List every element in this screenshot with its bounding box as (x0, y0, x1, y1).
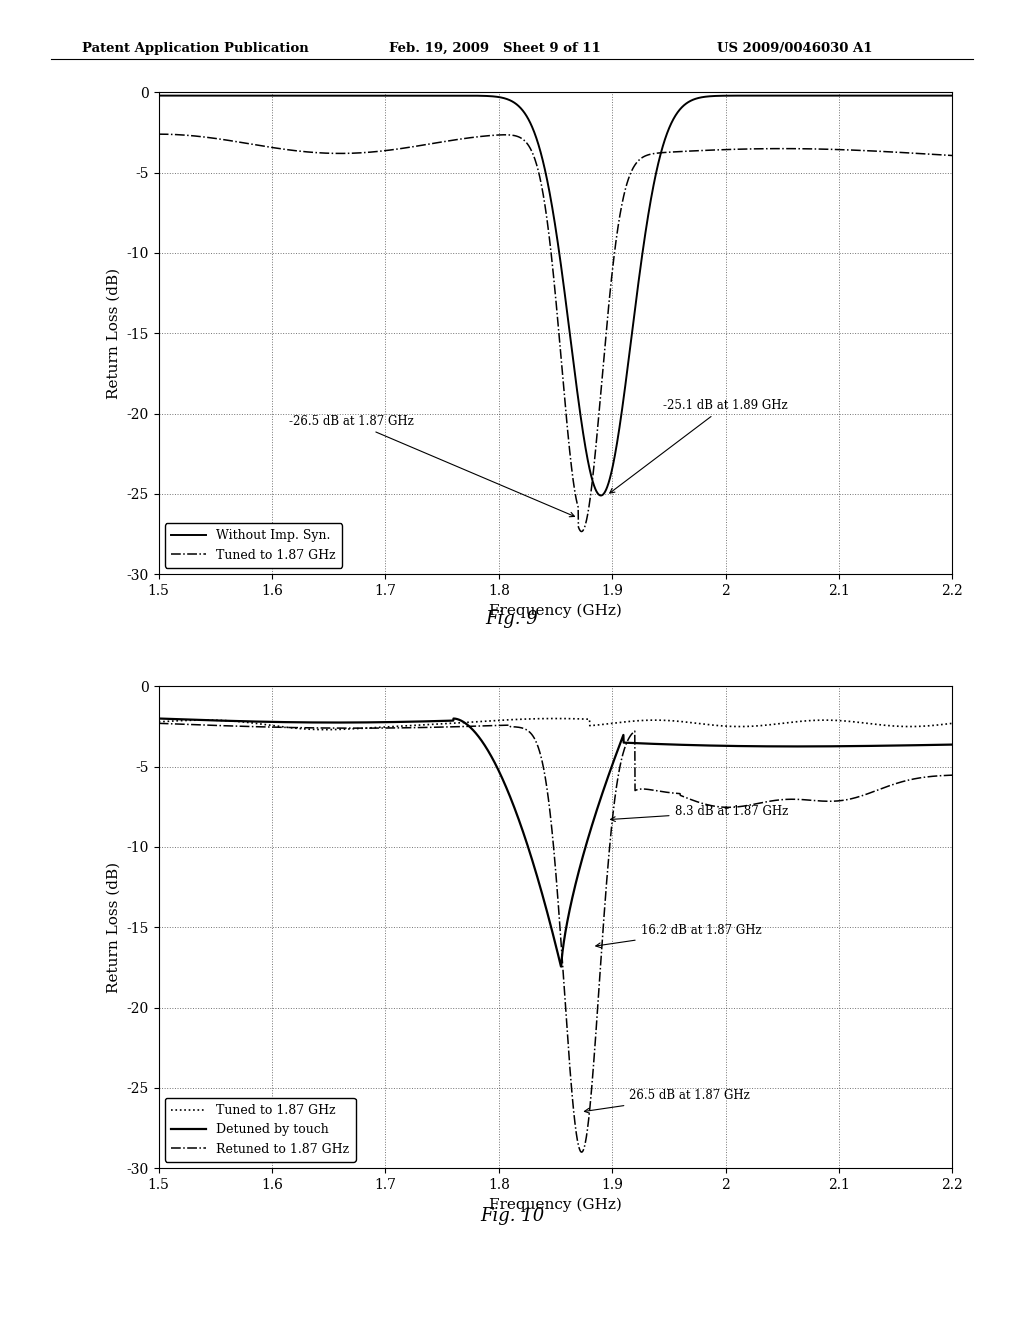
Without Imp. Syn. (290, 87, 302, 103)
Tuned to 1.87 GHz (243, 136, 255, 152)
Without Imp. Syn. (846, 87, 858, 103)
Text: Feb. 19, 2009   Sheet 9 of 11: Feb. 19, 2009 Sheet 9 of 11 (389, 42, 601, 55)
Tuned to 1.87 GHz (492, 713, 504, 729)
Detuned by touch (946, 737, 958, 752)
Tuned to 1.87 GHz (846, 143, 858, 158)
X-axis label: Frequency (GHz): Frequency (GHz) (489, 603, 622, 618)
Without Imp. Syn. (595, 487, 607, 503)
Detuned by touch (457, 714, 469, 730)
Tuned to 1.87 GHz (492, 127, 504, 143)
Detuned by touch (846, 738, 858, 754)
Tuned to 1.87 GHz (575, 524, 588, 540)
Text: Patent Application Publication: Patent Application Publication (82, 42, 308, 55)
Text: Fig. 9: Fig. 9 (485, 610, 539, 628)
Tuned to 1.87 GHz (243, 714, 255, 730)
Tuned to 1.87 GHz (550, 710, 562, 726)
Tuned to 1.87 GHz (153, 127, 165, 143)
Without Imp. Syn. (243, 87, 255, 103)
Detuned by touch (555, 958, 567, 974)
Tuned to 1.87 GHz (931, 147, 943, 162)
Line: Detuned by touch: Detuned by touch (159, 718, 952, 966)
Text: US 2009/0046030 A1: US 2009/0046030 A1 (717, 42, 872, 55)
Tuned to 1.87 GHz (931, 717, 943, 733)
Detuned by touch (153, 710, 165, 726)
Legend: Tuned to 1.87 GHz, Detuned by touch, Retuned to 1.87 GHz: Tuned to 1.87 GHz, Detuned by touch, Ret… (165, 1098, 355, 1162)
Line: Tuned to 1.87 GHz: Tuned to 1.87 GHz (159, 718, 952, 730)
Text: -25.1 dB at 1.89 GHz: -25.1 dB at 1.89 GHz (609, 399, 787, 494)
Text: Fig. 10: Fig. 10 (480, 1206, 544, 1225)
Line: Retuned to 1.87 GHz: Retuned to 1.87 GHz (159, 723, 952, 1152)
Tuned to 1.87 GHz (946, 148, 958, 164)
Y-axis label: Return Loss (dB): Return Loss (dB) (108, 268, 121, 399)
Retuned to 1.87 GHz (946, 767, 958, 783)
Retuned to 1.87 GHz (931, 768, 943, 784)
Retuned to 1.87 GHz (457, 718, 469, 734)
Tuned to 1.87 GHz (290, 143, 302, 158)
Tuned to 1.87 GHz (946, 715, 958, 731)
Text: 26.5 dB at 1.87 GHz: 26.5 dB at 1.87 GHz (585, 1089, 750, 1113)
Line: Tuned to 1.87 GHz: Tuned to 1.87 GHz (159, 135, 952, 532)
Retuned to 1.87 GHz (153, 715, 165, 731)
Legend: Without Imp. Syn., Tuned to 1.87 GHz: Without Imp. Syn., Tuned to 1.87 GHz (165, 523, 342, 568)
Text: 8.3 dB at 1.87 GHz: 8.3 dB at 1.87 GHz (610, 805, 787, 821)
Retuned to 1.87 GHz (846, 791, 858, 807)
Tuned to 1.87 GHz (457, 714, 469, 730)
Text: -26.5 dB at 1.87 GHz: -26.5 dB at 1.87 GHz (289, 414, 574, 516)
Tuned to 1.87 GHz (319, 722, 332, 738)
Without Imp. Syn. (153, 87, 165, 103)
Detuned by touch (492, 760, 504, 776)
Retuned to 1.87 GHz (575, 1144, 588, 1160)
Tuned to 1.87 GHz (153, 714, 165, 730)
Without Imp. Syn. (931, 87, 943, 103)
Without Imp. Syn. (492, 88, 504, 104)
Tuned to 1.87 GHz (846, 714, 858, 730)
Without Imp. Syn. (946, 87, 958, 103)
Detuned by touch (290, 714, 302, 730)
Retuned to 1.87 GHz (492, 718, 504, 734)
Detuned by touch (931, 737, 943, 752)
Y-axis label: Return Loss (dB): Return Loss (dB) (108, 862, 121, 993)
Retuned to 1.87 GHz (243, 718, 255, 734)
Text: 16.2 dB at 1.87 GHz: 16.2 dB at 1.87 GHz (596, 924, 761, 948)
Tuned to 1.87 GHz (290, 721, 302, 737)
X-axis label: Frequency (GHz): Frequency (GHz) (489, 1197, 622, 1212)
Tuned to 1.87 GHz (457, 131, 469, 147)
Retuned to 1.87 GHz (290, 719, 302, 735)
Detuned by touch (243, 714, 255, 730)
Line: Without Imp. Syn.: Without Imp. Syn. (159, 95, 952, 495)
Without Imp. Syn. (457, 87, 469, 103)
